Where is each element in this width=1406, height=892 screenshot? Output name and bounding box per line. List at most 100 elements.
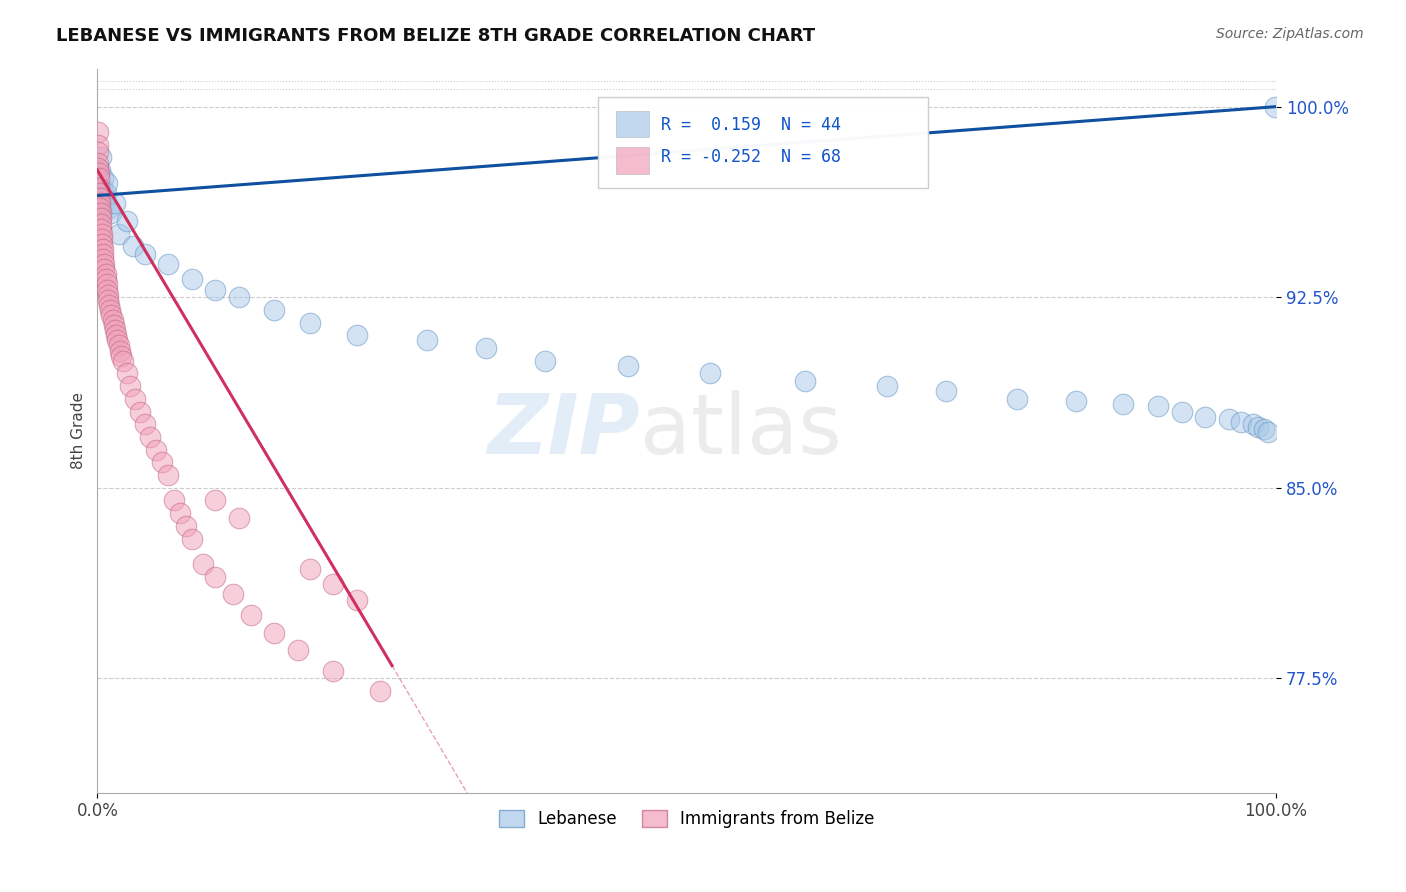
Point: [98, 302, 121, 317]
Point: [86, 137, 108, 152]
Point: [100, 206, 122, 220]
Text: atlas: atlas: [640, 390, 841, 471]
Point: [105, 328, 128, 343]
Point: [1064, 394, 1087, 409]
Point: [416, 334, 439, 348]
Point: [322, 577, 344, 591]
Point: [699, 367, 721, 381]
Point: [1241, 417, 1264, 432]
Point: [239, 607, 262, 622]
Point: [87, 161, 110, 175]
Point: [145, 442, 167, 457]
Point: [1005, 392, 1028, 406]
Point: [90, 151, 112, 165]
Point: [1253, 422, 1275, 436]
Point: [93, 262, 115, 277]
Point: [298, 562, 321, 576]
Point: [94, 268, 117, 282]
Text: R =  0.159  N = 44: R = 0.159 N = 44: [661, 116, 841, 134]
Text: Source: ZipAtlas.com: Source: ZipAtlas.com: [1216, 27, 1364, 41]
Point: [935, 384, 957, 399]
Point: [793, 374, 815, 388]
Point: [1218, 412, 1240, 426]
Point: [134, 417, 156, 432]
Point: [534, 353, 557, 368]
Point: [139, 430, 162, 444]
Point: [104, 323, 127, 337]
Point: [180, 532, 202, 546]
Point: [94, 272, 117, 286]
Point: [89, 201, 111, 215]
Point: [120, 379, 142, 393]
Point: [1194, 409, 1216, 424]
Point: [91, 247, 114, 261]
Point: [1264, 100, 1286, 114]
Point: [96, 176, 118, 190]
Point: [103, 318, 125, 333]
Point: [150, 455, 173, 469]
Point: [204, 570, 226, 584]
Bar: [616, 147, 650, 174]
Point: [368, 684, 391, 698]
Point: [180, 272, 202, 286]
Point: [93, 196, 115, 211]
Point: [108, 343, 131, 358]
Point: [287, 643, 309, 657]
Point: [298, 316, 321, 330]
Bar: [616, 112, 650, 137]
Point: [87, 176, 110, 190]
Point: [1257, 425, 1279, 439]
Point: [96, 283, 118, 297]
Point: [91, 252, 114, 266]
Point: [222, 587, 245, 601]
Point: [87, 170, 110, 185]
Point: [98, 298, 121, 312]
Point: [91, 170, 114, 185]
Point: [87, 155, 110, 169]
Point: [128, 404, 150, 418]
Text: ZIP: ZIP: [486, 390, 640, 471]
Point: [115, 367, 138, 381]
Point: [90, 211, 112, 226]
Point: [98, 201, 121, 215]
Point: [87, 166, 110, 180]
Point: [93, 257, 115, 271]
Point: [174, 519, 197, 533]
Point: [1171, 404, 1194, 418]
Y-axis label: 8th Grade: 8th Grade: [72, 392, 86, 469]
Point: [89, 191, 111, 205]
Text: R = -0.252  N = 68: R = -0.252 N = 68: [661, 148, 841, 166]
Point: [90, 217, 112, 231]
Point: [97, 287, 120, 301]
Point: [169, 506, 191, 520]
Point: [322, 664, 344, 678]
Point: [1229, 415, 1251, 429]
Point: [263, 302, 285, 317]
Point: [87, 145, 110, 160]
Point: [89, 196, 111, 211]
Point: [115, 214, 138, 228]
Point: [157, 257, 180, 271]
Point: [263, 625, 285, 640]
Point: [617, 359, 640, 373]
Point: [91, 242, 114, 256]
Point: [228, 511, 250, 525]
Point: [86, 125, 108, 139]
Point: [124, 392, 146, 406]
Point: [97, 293, 120, 307]
Point: [346, 328, 368, 343]
Point: [121, 239, 143, 253]
Point: [110, 349, 132, 363]
Point: [193, 557, 215, 571]
Point: [157, 468, 180, 483]
Point: [89, 163, 111, 178]
Point: [100, 308, 122, 322]
Legend: Lebanese, Immigrants from Belize: Lebanese, Immigrants from Belize: [492, 804, 882, 835]
Point: [204, 283, 226, 297]
Point: [101, 313, 124, 327]
Point: [91, 236, 114, 251]
Point: [107, 338, 129, 352]
Point: [91, 181, 114, 195]
Point: [876, 379, 898, 393]
FancyBboxPatch shape: [599, 97, 928, 188]
